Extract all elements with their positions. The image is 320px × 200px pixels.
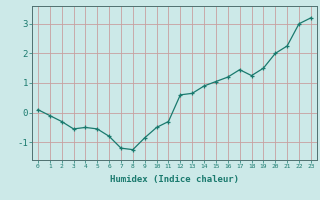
- X-axis label: Humidex (Indice chaleur): Humidex (Indice chaleur): [110, 175, 239, 184]
